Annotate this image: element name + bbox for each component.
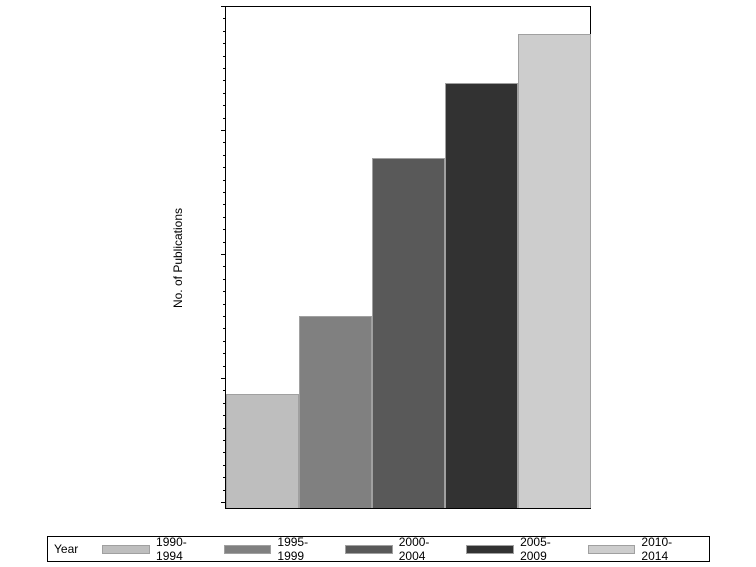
bars (226, 7, 591, 508)
y-minor-tick (223, 291, 226, 293)
y-minor-tick (223, 489, 226, 491)
y-minor-tick (223, 117, 226, 119)
y-minor-tick (223, 167, 226, 169)
y-axis-title: No. of Publications (171, 207, 185, 309)
legend-label: 2010-2014 (641, 535, 673, 563)
legend-swatch (344, 544, 393, 554)
y-minor-tick (223, 43, 226, 45)
y-minor-tick (223, 316, 226, 317)
y-minor-tick (223, 266, 226, 268)
legend: Year 1990-1994 1995-1999 2000-2004 2005-… (47, 535, 710, 563)
y-minor-tick (223, 440, 226, 441)
bar-2010-2014 (518, 34, 591, 508)
y-minor-tick (223, 365, 226, 367)
y-minor-tick (223, 68, 226, 69)
legend-item-1995-1999: 1995-1999 (223, 535, 322, 563)
y-minor-tick (223, 241, 226, 243)
y-minor-tick (223, 30, 226, 32)
y-minor-tick (223, 204, 226, 206)
legend-label: 1995-1999 (277, 535, 309, 563)
legend-swatch (223, 544, 272, 554)
y-minor-tick (223, 390, 226, 392)
bar-1995-1999 (299, 316, 372, 508)
y-minor-tick (223, 353, 226, 355)
legend-item-2005-2009: 2005-2009 (466, 535, 564, 563)
y-minor-tick (223, 179, 226, 181)
bar-2000-2004 (372, 158, 445, 508)
legend-item-2010-2014: 2010-2014 (587, 535, 686, 563)
y-minor-tick (223, 328, 226, 330)
y-minor-tick (223, 278, 226, 280)
y-minor-tick (223, 216, 226, 218)
y-minor-tick (223, 477, 226, 479)
legend-label: 1990-1994 (156, 535, 187, 563)
y-minor-tick (223, 464, 226, 466)
y-minor-tick (223, 427, 226, 429)
y-tick (221, 6, 226, 7)
y-tick (221, 130, 226, 131)
y-tick (221, 378, 226, 379)
y-minor-tick (223, 92, 226, 94)
y-minor-tick (223, 415, 226, 417)
legend-swatch (102, 544, 151, 554)
legend-title: Year (54, 542, 79, 556)
y-minor-tick (223, 452, 226, 454)
bar-2005-2009 (445, 83, 518, 508)
legend-swatch (587, 544, 636, 554)
legend-label: 2005-2009 (520, 535, 551, 563)
y-minor-tick (223, 80, 226, 82)
y-minor-tick (223, 340, 226, 342)
legend-swatch (466, 544, 515, 554)
y-minor-tick (223, 303, 226, 305)
y-minor-tick (223, 229, 226, 231)
y-tick (221, 254, 226, 255)
y-minor-tick (223, 192, 226, 193)
y-minor-tick (223, 105, 226, 107)
y-minor-tick (223, 402, 226, 404)
y-minor-tick (223, 154, 226, 156)
y-minor-tick (223, 55, 226, 57)
y-minor-tick (223, 18, 226, 20)
legend-item-2000-2004: 2000-2004 (344, 535, 443, 563)
y-minor-tick (223, 142, 226, 144)
y-tick (221, 502, 226, 503)
plot-area: 0100200300400 (221, 6, 591, 509)
legend-item-1990-1994: 1990-1994 (102, 535, 200, 563)
legend-label: 2000-2004 (398, 535, 430, 563)
bar-1990-1994 (226, 394, 299, 508)
